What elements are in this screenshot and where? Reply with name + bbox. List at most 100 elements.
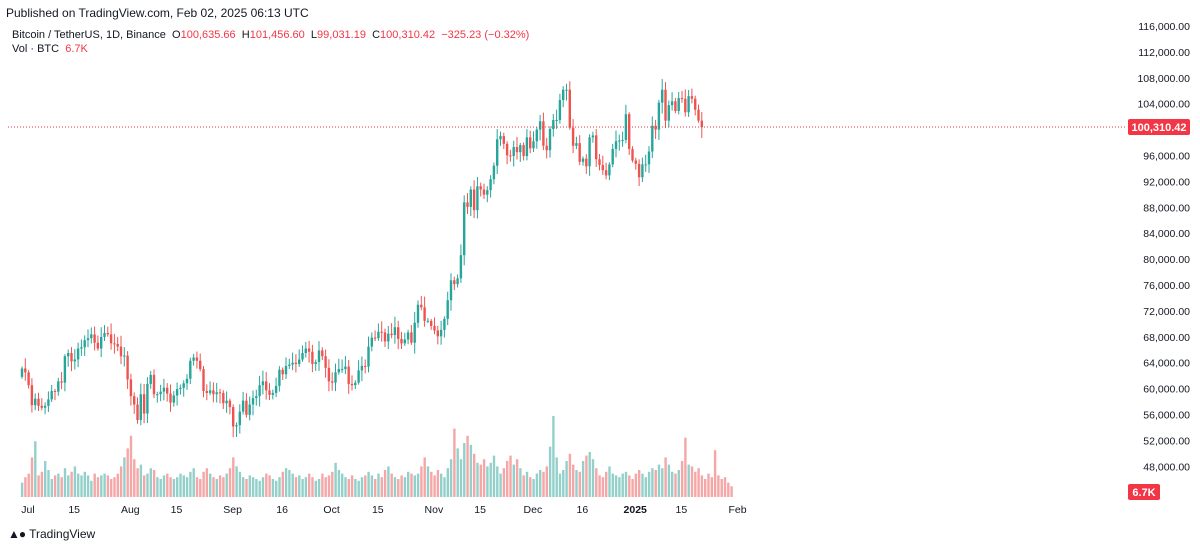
- price-tick-label: 76,000.00: [1143, 280, 1190, 292]
- volume-bar: [37, 475, 40, 497]
- volume-bar: [143, 475, 146, 497]
- candle-body: [459, 255, 463, 279]
- volume-bar: [641, 473, 644, 497]
- volume-bar: [350, 475, 354, 497]
- volume-bar: [548, 446, 552, 497]
- volume-bar: [354, 479, 357, 497]
- volume-bar: [727, 482, 730, 497]
- volume-bar: [374, 479, 377, 497]
- volume-bar: [387, 466, 390, 497]
- ohlc-row: Bitcoin / TetherUS, 1D, Binance O100,635…: [12, 28, 529, 42]
- volume-bar: [704, 479, 707, 497]
- volume-bar: [344, 477, 347, 497]
- volume-bar: [110, 479, 113, 497]
- candle-body: [175, 389, 179, 396]
- candle-body: [651, 125, 654, 152]
- candle-body: [674, 101, 677, 111]
- volume-bar: [86, 475, 90, 497]
- volume-label[interactable]: Vol · BTC: [12, 43, 60, 55]
- candle-body: [621, 139, 624, 141]
- candle-body: [552, 119, 555, 129]
- volume-bar: [162, 475, 166, 497]
- time-axis[interactable]: Jul 15 Aug 15 Sep 16 Oct 15 Nov 15 Dec 16 2025 15 Feb: [21, 504, 746, 516]
- volume-bar: [634, 473, 638, 497]
- volume-bar: [212, 477, 215, 497]
- volume-bar: [311, 477, 314, 497]
- volume-badge: 6.7K: [1128, 484, 1160, 500]
- volume-bar: [638, 470, 641, 497]
- tradingview-brand[interactable]: ▲● TradingView: [8, 527, 95, 541]
- time-tick-label: 2025: [624, 504, 648, 516]
- candle-body: [271, 392, 274, 395]
- volume-bar: [228, 468, 232, 497]
- volume-bar: [136, 468, 139, 497]
- candle-body: [136, 404, 139, 420]
- volume-bar: [77, 473, 80, 497]
- candle-body: [63, 356, 67, 383]
- candle-body: [647, 151, 651, 165]
- candle-body: [93, 334, 96, 343]
- volume-bar: [506, 461, 509, 497]
- volume-bar: [687, 464, 690, 497]
- volume-bar: [614, 475, 618, 497]
- time-tick-label: Feb: [728, 504, 746, 516]
- volume-bar: [334, 462, 337, 497]
- brand-name: TradingView: [29, 527, 96, 541]
- candle-body: [162, 387, 166, 392]
- price-tick-label: 84,000.00: [1143, 228, 1190, 240]
- volume-bar: [123, 457, 126, 497]
- candle-body: [581, 158, 585, 162]
- candle-body: [294, 362, 298, 364]
- candle-body: [119, 346, 123, 357]
- candle-body: [433, 325, 436, 331]
- volume-bar: [90, 480, 93, 497]
- candle-body: [575, 143, 578, 146]
- candle-body: [86, 338, 90, 341]
- candle-body: [113, 343, 116, 345]
- candle-body: [568, 89, 571, 128]
- candle-body: [40, 405, 43, 408]
- volume-bar: [337, 470, 341, 497]
- price-axis[interactable]: 116,000.00 112,000.00 108,000.00 104,000.00…: [1137, 21, 1190, 473]
- time-tick-label: Jul: [21, 504, 34, 516]
- candle-body: [604, 170, 608, 176]
- symbol-label[interactable]: Bitcoin / TetherUS, 1D, Binance: [12, 29, 166, 41]
- candle-body: [694, 98, 697, 110]
- volume-bar: [179, 473, 182, 497]
- volume-bar: [479, 464, 482, 497]
- time-tick-label: Aug: [121, 504, 140, 516]
- volume-bar: [248, 475, 251, 497]
- volume-bar: [321, 473, 324, 497]
- candle-body: [241, 400, 245, 412]
- candle-body: [321, 350, 324, 357]
- candle-body: [512, 147, 515, 157]
- volume-bar: [407, 471, 410, 497]
- volume-bar: [459, 459, 463, 497]
- candle-body: [340, 369, 344, 371]
- volume-bars: [20, 416, 733, 497]
- candle-body: [654, 125, 657, 130]
- candle-body: [393, 327, 397, 335]
- price-tick-label: 56,000.00: [1143, 410, 1190, 422]
- time-tick-label: Dec: [524, 504, 543, 516]
- candle-body: [129, 379, 133, 397]
- candle-body: [390, 333, 393, 335]
- candle-body: [496, 139, 499, 166]
- candle-body: [535, 129, 538, 142]
- price-tick-label: 60,000.00: [1143, 384, 1190, 396]
- volume-bar: [152, 470, 156, 497]
- candle-body: [212, 390, 215, 395]
- volume-bar: [383, 470, 387, 497]
- candle-body: [565, 89, 568, 91]
- volume-bar: [591, 459, 595, 497]
- candle-body: [529, 137, 532, 149]
- candle-body: [90, 334, 93, 339]
- candle-body: [697, 109, 700, 121]
- volume-bar: [525, 471, 529, 497]
- candle-body: [664, 89, 667, 121]
- volume-bar: [694, 471, 697, 497]
- volume-bar: [30, 457, 34, 497]
- volume-bar: [680, 461, 684, 497]
- time-tick-label: Oct: [323, 504, 339, 516]
